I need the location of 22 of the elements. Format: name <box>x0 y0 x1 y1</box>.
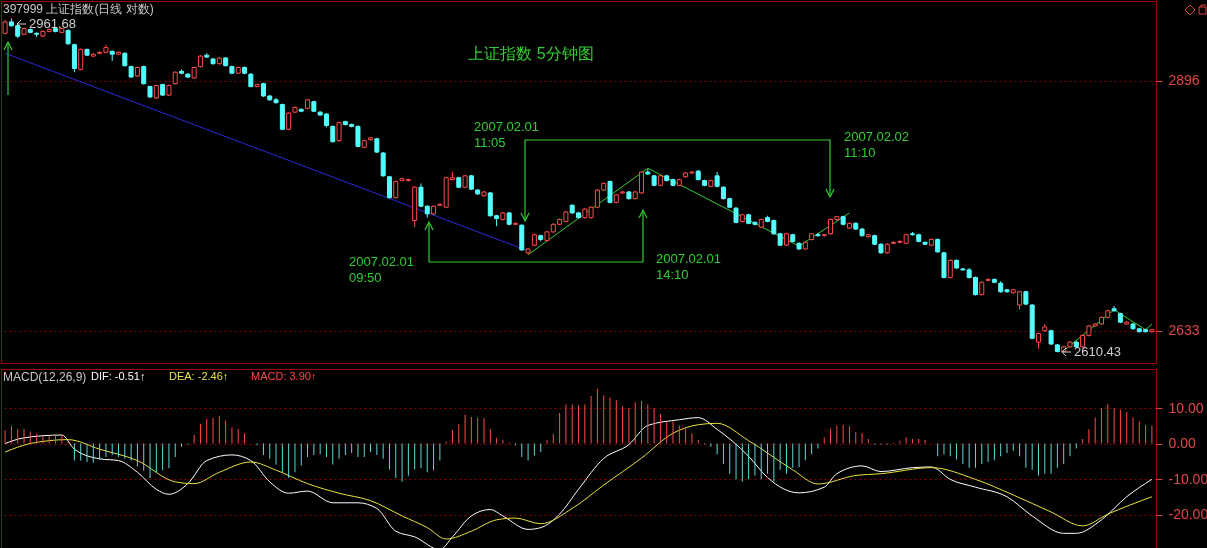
candlestick <box>815 232 821 238</box>
text: 上证指数 5分钟图 <box>468 45 594 62</box>
annotation: 2610.43 <box>1074 344 1121 359</box>
annotation: 2007.02.01 11:05 <box>474 119 540 150</box>
y-tick-label: 2633 <box>1168 322 1200 339</box>
y-tick-label: -10.00 <box>1168 470 1207 487</box>
line-series <box>527 167 850 256</box>
annotation: 2007.02.01 14:10 <box>656 251 722 282</box>
text: DEA: -2.46↑ <box>169 370 229 382</box>
y-tick-label: -20.00 <box>1168 506 1207 523</box>
annotation: 2007.02.02 11:10 <box>844 129 910 160</box>
candlestick <box>71 43 77 73</box>
chart-subtitle: 397999 上证指数(日线 对数) <box>3 2 154 16</box>
annotation: 2961.68 <box>29 16 76 31</box>
text: MACD: 3.90↑ <box>251 370 317 382</box>
text: DIF: -0.51↑ <box>91 370 146 382</box>
chart-title: MACD(12,26,9) <box>3 370 87 384</box>
y-tick-label: 2896 <box>1168 72 1200 89</box>
y-tick-label: 0.00 <box>1168 435 1196 452</box>
y-tick-label: 10.00 <box>1168 399 1204 416</box>
candlestick <box>1111 305 1117 313</box>
annotation: 2007.02.01 09:50 <box>349 254 415 285</box>
